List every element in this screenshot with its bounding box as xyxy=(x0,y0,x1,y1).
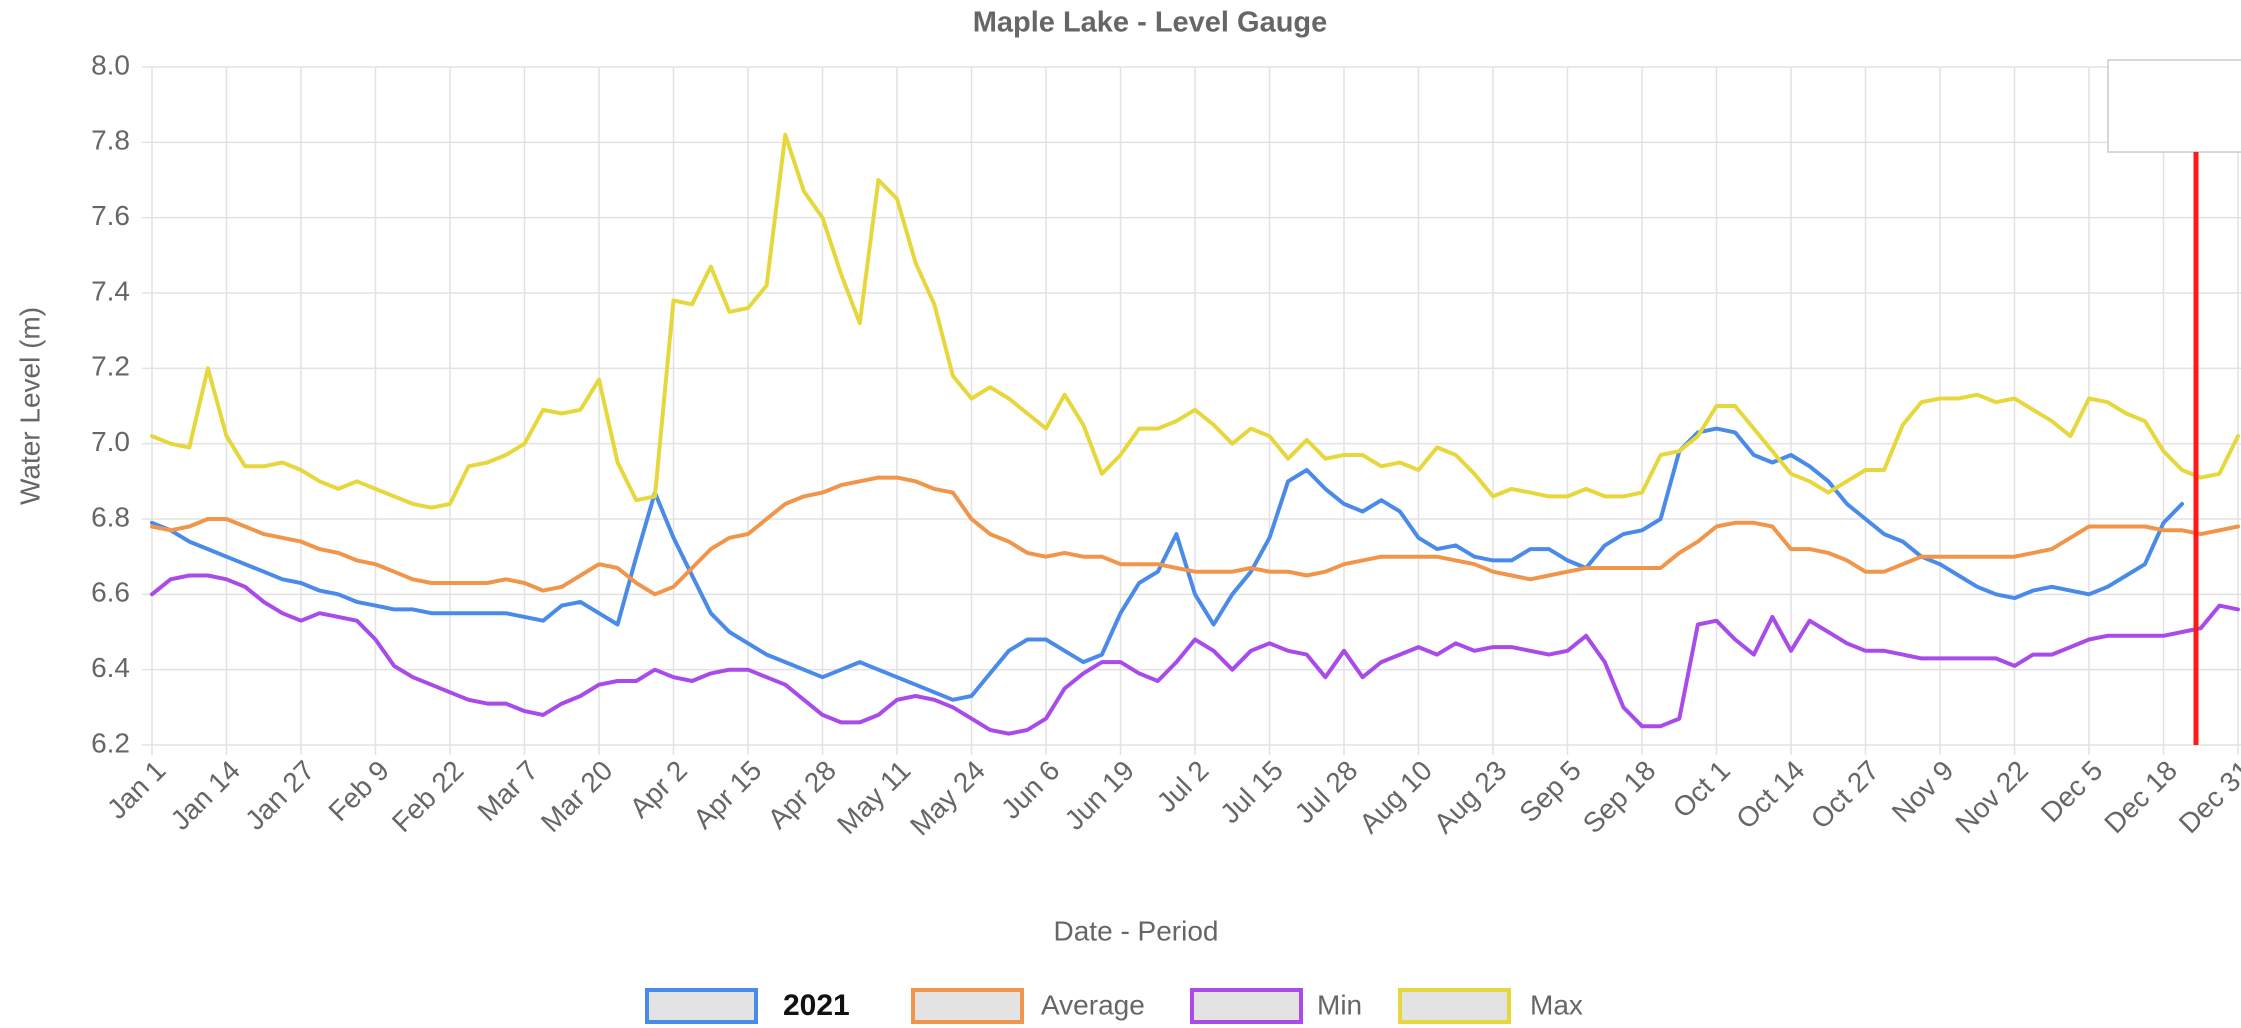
x-tick-label: Feb 22 xyxy=(386,755,470,839)
legend-swatch[interactable] xyxy=(645,988,758,1024)
legend-label[interactable]: Average xyxy=(1041,989,1145,1020)
y-tick-label: 6.4 xyxy=(91,652,130,683)
series-line xyxy=(150,426,2185,702)
legend-label[interactable]: Min xyxy=(1317,989,1362,1020)
x-tick-label: Apr 15 xyxy=(687,755,767,835)
x-tick-label: Oct 27 xyxy=(1805,755,1885,835)
x-tick-label: Apr 2 xyxy=(624,755,693,824)
chart-title: Maple Lake - Level Gauge xyxy=(973,7,1328,39)
tooltip-box xyxy=(2107,59,2241,153)
legend-swatch[interactable] xyxy=(911,988,1024,1024)
series-line xyxy=(150,132,2240,510)
x-tick-label: May 11 xyxy=(831,755,916,840)
lines xyxy=(150,132,2240,736)
x-tick-label: Dec 18 xyxy=(2098,755,2183,840)
y-tick-label: 7.8 xyxy=(91,125,130,156)
legend-label[interactable]: Max xyxy=(1530,989,1583,1020)
y-tick-label: 6.2 xyxy=(91,727,130,758)
x-tick-label: Jun 19 xyxy=(1059,755,1140,836)
x-tick-label: Jul 15 xyxy=(1214,755,1289,830)
y-tick-label: 6.6 xyxy=(91,577,130,608)
x-tick-label: Mar 20 xyxy=(535,755,619,839)
x-tick-label: Nov 22 xyxy=(1949,755,2034,840)
legend-swatch[interactable] xyxy=(1190,988,1303,1024)
x-tick-label: Jun 6 xyxy=(995,755,1065,825)
x-tick-label: Feb 9 xyxy=(322,755,395,828)
x-tick-label: Mar 7 xyxy=(471,755,544,828)
x-tick-label: May 24 xyxy=(904,755,991,842)
y-tick-label: 8.0 xyxy=(91,49,130,80)
x-tick-label: Jan 27 xyxy=(239,755,320,836)
x-tick-label: Aug 10 xyxy=(1353,755,1438,840)
y-axis-title: Water Level (m) xyxy=(14,307,45,505)
series-line xyxy=(150,573,2240,736)
series-line xyxy=(150,475,2240,597)
x-tick-label: Oct 14 xyxy=(1730,755,1810,835)
legend-label[interactable]: 2021 xyxy=(783,989,850,1022)
y-tick-label: 6.8 xyxy=(91,501,130,532)
x-tick-label: Oct 1 xyxy=(1667,755,1736,824)
y-tick-label: 7.6 xyxy=(91,200,130,231)
x-tick-label: Jul 2 xyxy=(1151,755,1215,819)
legend: 2021 Average Min Max xyxy=(645,988,1583,1024)
x-tick-label: Jul 28 xyxy=(1289,755,1364,830)
x-tick-label: Apr 28 xyxy=(762,755,842,835)
y-tick-label: 7.2 xyxy=(91,351,130,382)
x-axis-title: Date - Period xyxy=(1054,915,1219,946)
x-tick-label: Jan 1 xyxy=(101,755,171,825)
x-tick-label: Dec 31 xyxy=(2173,755,2241,840)
y-tick-label: 7.4 xyxy=(91,275,130,306)
x-tick-label: Jan 14 xyxy=(165,755,246,836)
x-tick-label: Sep 18 xyxy=(1577,755,1662,840)
y-tick-label: 7.0 xyxy=(91,426,130,457)
legend-swatch[interactable] xyxy=(1398,988,1511,1024)
x-tick-label: Aug 23 xyxy=(1428,755,1513,840)
